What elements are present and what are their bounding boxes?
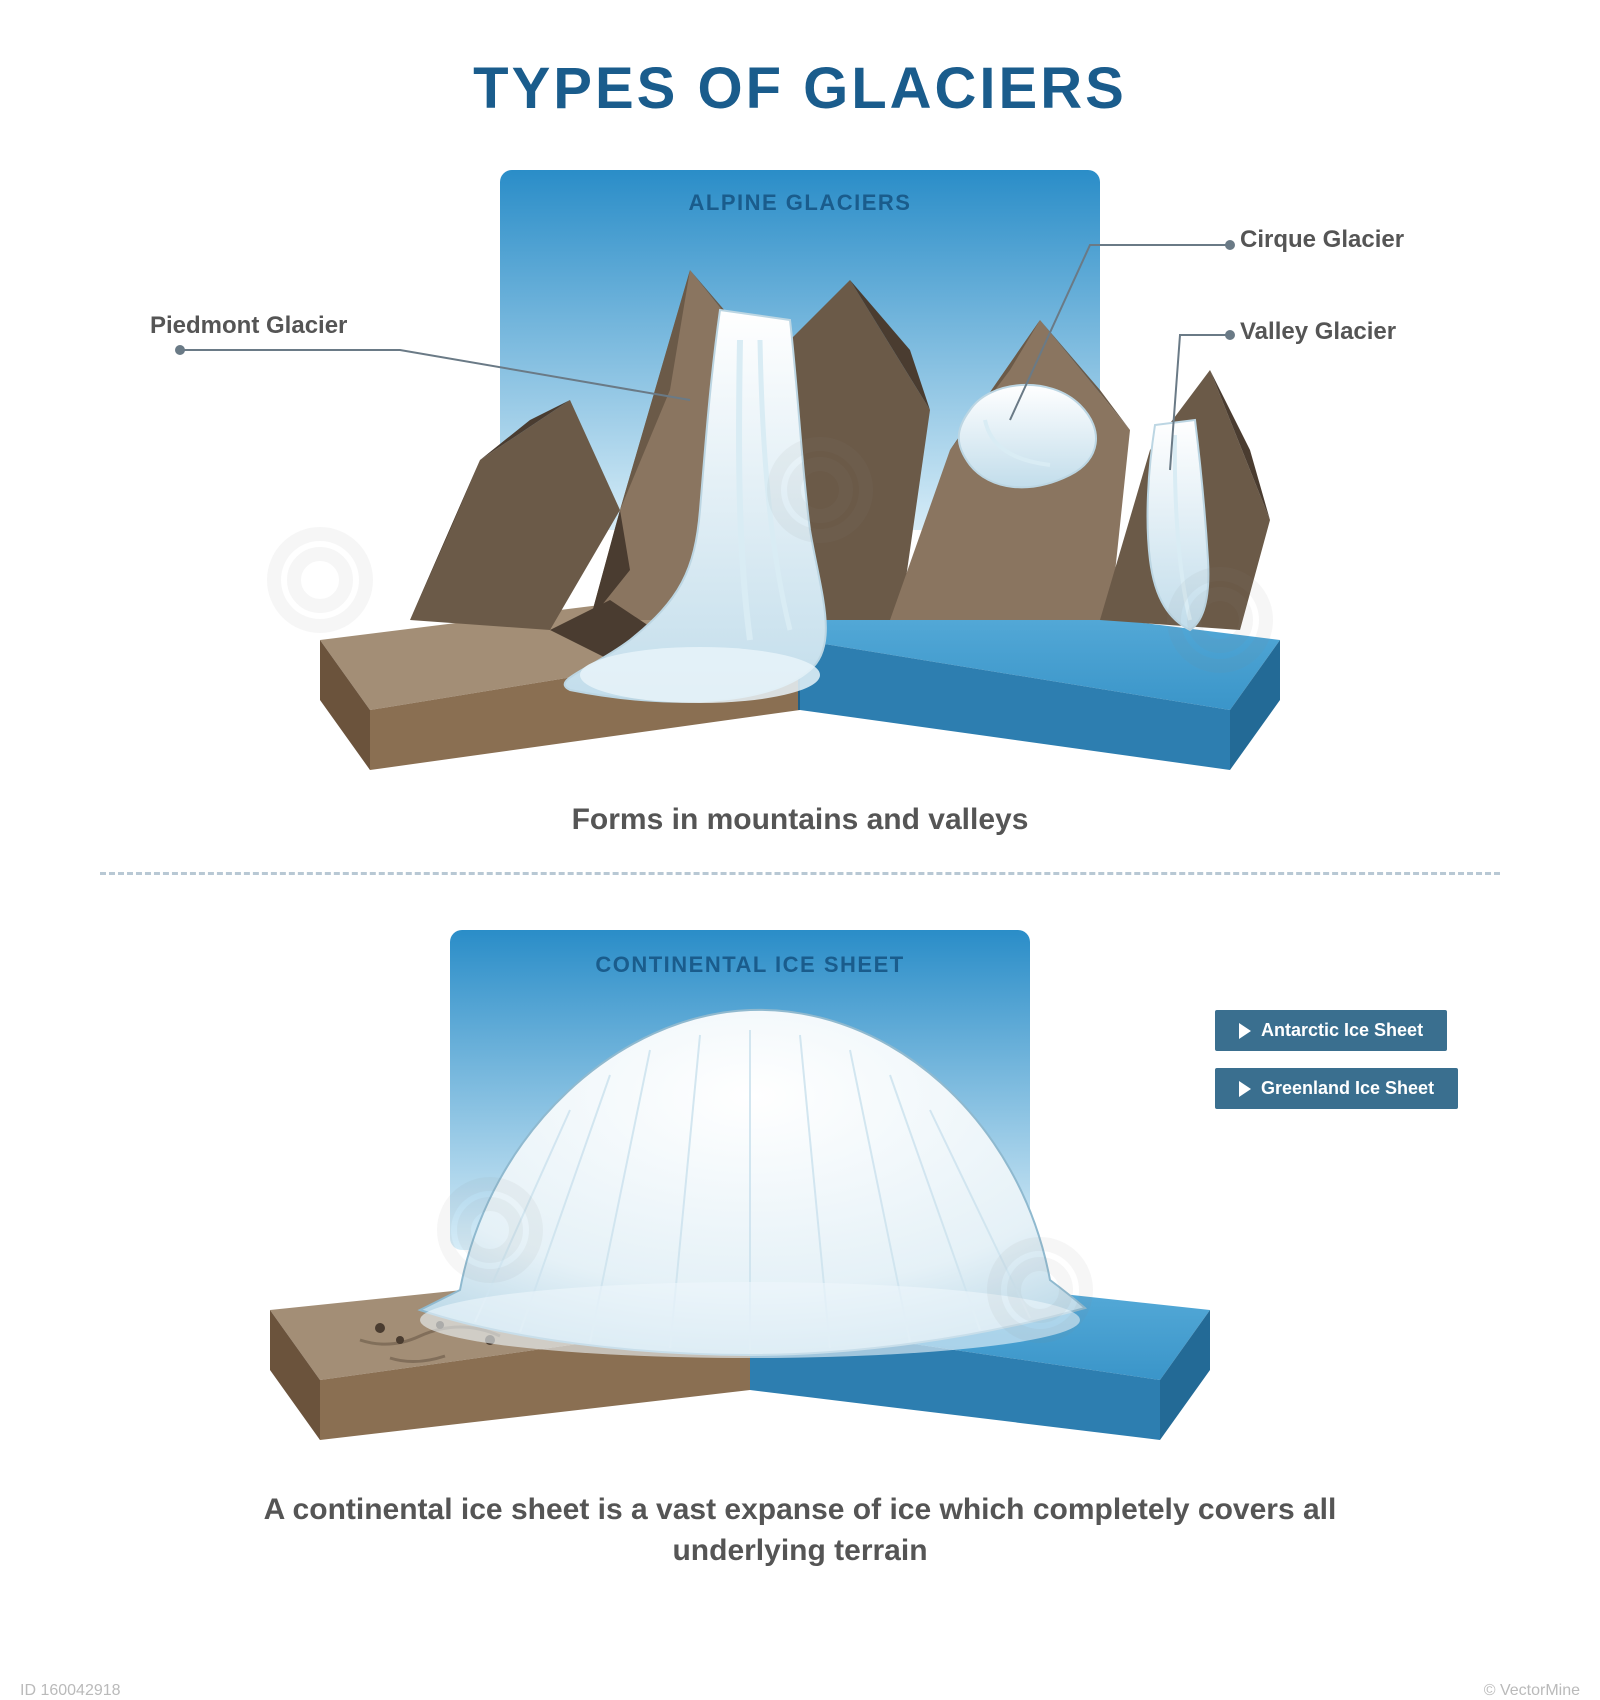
attribution-copyright: © VectorMine [1484,1682,1580,1700]
continental-section-label: CONTINENTAL ICE SHEET [450,952,1050,978]
continental-illustration [190,910,1290,1470]
alpine-illustration [250,150,1350,790]
callout-piedmont: Piedmont Glacier [150,312,347,340]
badge-greenland-label: Greenland Ice Sheet [1261,1078,1434,1099]
callout-cirque: Cirque Glacier [1240,226,1404,254]
callout-valley: Valley Glacier [1240,318,1396,346]
alpine-caption: Forms in mountains and valleys [300,800,1300,841]
badge-antarctic-label: Antarctic Ice Sheet [1261,1020,1423,1041]
cirque-glacier-shape [959,385,1096,487]
alpine-section-label: ALPINE GLACIERS [500,190,1100,216]
continental-caption: A continental ice sheet is a vast expans… [260,1490,1340,1571]
section-divider [100,872,1500,875]
page-title: TYPES OF GLACIERS [0,55,1600,122]
badge-greenland: Greenland Ice Sheet [1215,1068,1458,1109]
badge-antarctic: Antarctic Ice Sheet [1215,1010,1447,1051]
attribution-id: ID 160042918 [20,1682,121,1700]
